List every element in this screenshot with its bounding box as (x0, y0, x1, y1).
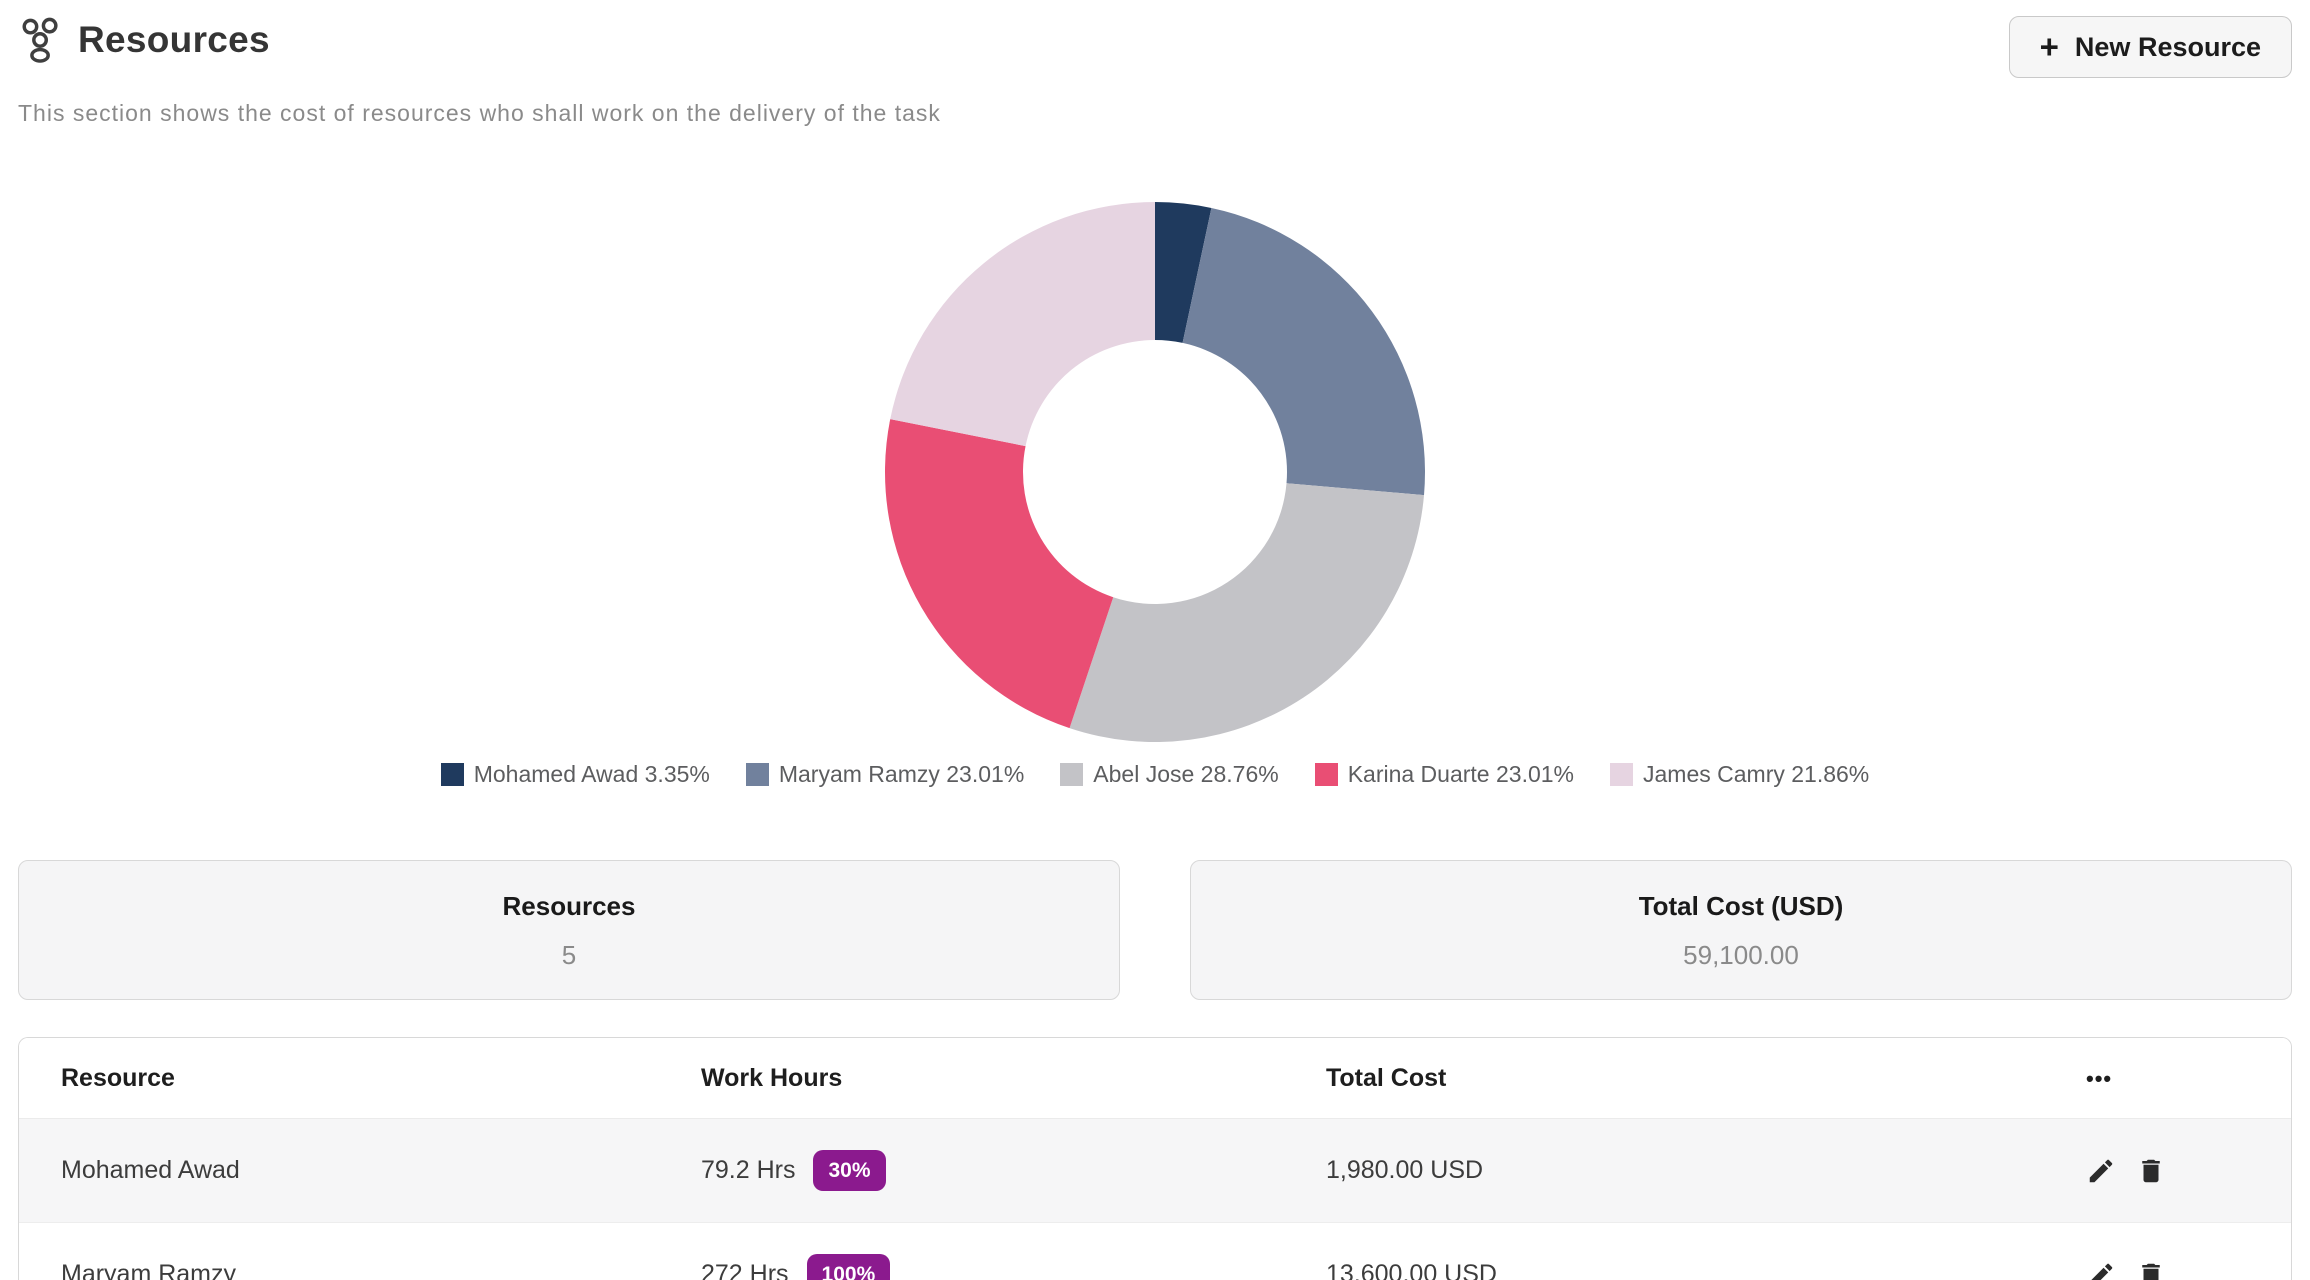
work-hours-value: 272 Hrs (701, 1260, 789, 1280)
title-wrap: Resources (18, 16, 270, 64)
allocation-badge: 30% (813, 1150, 886, 1191)
legend-swatch (1610, 763, 1633, 786)
legend-swatch (1314, 763, 1338, 786)
pencil-icon (2090, 1263, 2113, 1280)
total-cost-value: 1,980.00 USD (1326, 1156, 1484, 1184)
section-header: Resources + New Resource (18, 16, 2292, 78)
legend-label: Mohamed Awad 3.35% (473, 761, 710, 787)
trash-icon (2142, 1263, 2160, 1280)
people-group-icon (18, 16, 64, 64)
legend-item[interactable]: Maryam Ramzy 23.01% (745, 761, 1025, 788)
legend-label: James Camry 21.86% (1643, 761, 1870, 787)
legend-label: Maryam Ramzy 23.01% (778, 761, 1025, 787)
legend-swatch (1060, 763, 1084, 786)
column-header-work-hours: Work Hours (701, 1063, 843, 1092)
resource-name: Mohamed Awad (61, 1156, 240, 1184)
donut-slice[interactable] (1155, 202, 1212, 343)
new-resource-button-label: New Resource (2074, 31, 2261, 62)
edit-button[interactable] (2086, 1260, 2116, 1280)
total-cost-card: Total Cost (USD) 59,100.00 (1190, 860, 2292, 1000)
edit-button[interactable] (2086, 1156, 2116, 1186)
trash-icon (2142, 1159, 2160, 1182)
resource-name: Maryam Ramzy (61, 1260, 237, 1280)
work-hours-value: 79.2 Hrs (701, 1156, 796, 1184)
resources-table: Resource Work Hours Total Cost ••• Moham… (18, 1037, 2292, 1280)
section-subtitle: This section shows the cost of resources… (18, 100, 941, 126)
card-title: Total Cost (USD) (1638, 891, 1844, 921)
table-options-menu-icon[interactable]: ••• (2086, 1065, 2113, 1091)
donut-slice[interactable] (890, 202, 1155, 447)
legend-swatch (440, 763, 464, 786)
chart-legend: Mohamed Awad 3.35% Maryam Ramzy 23.01% Abe… (440, 761, 1869, 788)
table-header-row: Resource Work Hours Total Cost ••• (19, 1038, 2291, 1119)
legend-item[interactable]: James Camry 21.86% (1610, 761, 1869, 788)
legend-label: Karina Duarte 23.01% (1347, 761, 1574, 787)
donut-chart-svg (885, 202, 1425, 743)
page-title: Resources (78, 19, 270, 60)
plus-icon: + (2039, 27, 2059, 65)
table-row: Mohamed Awad 79.2 Hrs 30% 1,980.00 USD (19, 1119, 2291, 1222)
resources-count-card: Resources 5 (18, 860, 1120, 1000)
column-header-resource: Resource (61, 1063, 175, 1092)
total-cost-value: 13,600.00 USD (1326, 1260, 1497, 1280)
card-value: 5 (561, 940, 577, 970)
column-header-total-cost: Total Cost (1326, 1063, 1447, 1092)
allocation-badge: 100% (806, 1254, 891, 1280)
donut-chart (882, 199, 1428, 745)
delete-button[interactable] (2136, 1156, 2166, 1186)
table-row: Maryam Ramzy 272 Hrs 100% 13,600.00 USD (19, 1222, 2291, 1280)
donut-slice[interactable] (1182, 207, 1425, 496)
legend-item[interactable]: Abel Jose 28.76% (1060, 761, 1279, 788)
legend-swatch (745, 763, 769, 786)
donut-slice[interactable] (885, 419, 1114, 729)
legend-label: Abel Jose 28.76% (1093, 761, 1279, 787)
resources-cost-chart: Mohamed Awad 3.35% Maryam Ramzy 23.01% Abe… (18, 127, 2292, 788)
new-resource-button[interactable]: + New Resource (2008, 16, 2292, 78)
card-value: 59,100.00 (1683, 940, 1799, 970)
delete-button[interactable] (2136, 1260, 2166, 1280)
card-title: Resources (502, 891, 636, 921)
summary-cards: Resources 5 Total Cost (USD) 59,100.00 (18, 860, 2292, 1000)
pencil-icon (2089, 1159, 2113, 1182)
legend-item[interactable]: Mohamed Awad 3.35% (440, 761, 710, 788)
donut-slice[interactable] (1069, 483, 1425, 743)
legend-item[interactable]: Karina Duarte 23.01% (1314, 761, 1574, 788)
